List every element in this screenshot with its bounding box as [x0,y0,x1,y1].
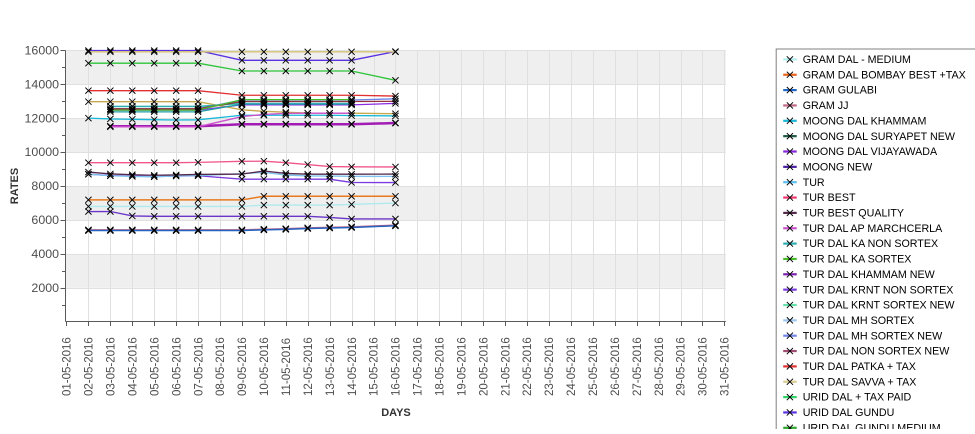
svg-text:01-05-2016: 01-05-2016 [62,337,74,396]
svg-text:22-05-2016: 22-05-2016 [522,337,534,396]
svg-text:03-05-2016: 03-05-2016 [106,337,118,396]
svg-text:26-05-2016: 26-05-2016 [610,337,622,396]
svg-text:09-05-2016: 09-05-2016 [237,337,249,396]
svg-text:RATES: RATES [9,168,21,204]
svg-text:14-05-2016: 14-05-2016 [347,337,359,396]
svg-text:DAYS: DAYS [381,407,411,419]
svg-text:TUR BEST QUALITY: TUR BEST QUALITY [803,208,904,220]
svg-text:04-05-2016: 04-05-2016 [127,337,139,396]
svg-text:TUR DAL KRNT SORTEX NEW: TUR DAL KRNT SORTEX NEW [803,300,956,312]
svg-text:06-05-2016: 06-05-2016 [171,337,183,396]
svg-text:MOONG DAL SURYAPET NEW: MOONG DAL SURYAPET NEW [803,131,956,143]
svg-text:23-05-2016: 23-05-2016 [544,337,556,396]
svg-text:GRAM DAL BOMBAY BEST +TAX: GRAM DAL BOMBAY BEST +TAX [803,69,966,81]
svg-text:17-05-2016: 17-05-2016 [413,337,425,396]
svg-text:29-05-2016: 29-05-2016 [676,337,688,396]
svg-text:6000: 6000 [31,213,59,227]
svg-text:8000: 8000 [31,179,59,193]
svg-text:TUR DAL NON SORTEX NEW: TUR DAL NON SORTEX NEW [803,346,951,358]
svg-text:05-05-2016: 05-05-2016 [149,337,161,396]
svg-text:28-05-2016: 28-05-2016 [654,337,666,396]
svg-text:12000: 12000 [25,111,60,125]
svg-text:08-05-2016: 08-05-2016 [215,337,227,396]
svg-text:19-05-2016: 19-05-2016 [456,337,468,396]
svg-text:MOONG NEW: MOONG NEW [803,161,873,173]
svg-text:URID DAL GUNDU: URID DAL GUNDU [803,407,895,419]
svg-text:TUR: TUR [803,177,825,189]
svg-text:13-05-2016: 13-05-2016 [325,337,337,396]
svg-text:TUR DAL KA SORTEX: TUR DAL KA SORTEX [803,254,912,266]
svg-text:30-05-2016: 30-05-2016 [698,337,710,396]
svg-text:4000: 4000 [31,247,59,261]
svg-text:GRAM DAL - MEDIUM: GRAM DAL - MEDIUM [803,54,911,66]
svg-text:16000: 16000 [25,44,60,58]
svg-text:24-05-2016: 24-05-2016 [566,337,578,396]
svg-text:TUR DAL MH SORTEX: TUR DAL MH SORTEX [803,315,915,327]
svg-text:12-05-2016: 12-05-2016 [303,337,315,396]
svg-text:TUR DAL AP MARCHCERLA: TUR DAL AP MARCHCERLA [803,223,943,235]
svg-text:TUR DAL PATKA + TAX: TUR DAL PATKA + TAX [803,361,916,373]
svg-text:16-05-2016: 16-05-2016 [391,337,403,396]
svg-text:URID DAL GUNDU MEDIUM: URID DAL GUNDU MEDIUM [803,422,941,429]
svg-text:10000: 10000 [25,145,60,159]
svg-text:31-05-2016: 31-05-2016 [720,337,732,396]
svg-text:14000: 14000 [25,77,60,91]
svg-text:GRAM JJ: GRAM JJ [803,100,849,112]
svg-text:TUR DAL KA NON SORTEX: TUR DAL KA NON SORTEX [803,238,938,250]
svg-text:MOONG DAL KHAMMAM: MOONG DAL KHAMMAM [803,115,927,127]
svg-text:27-05-2016: 27-05-2016 [632,337,644,396]
svg-text:02-05-2016: 02-05-2016 [84,337,96,396]
svg-text:TUR DAL SAVVA + TAX: TUR DAL SAVVA + TAX [803,376,917,388]
svg-text:15-05-2016: 15-05-2016 [369,337,381,396]
svg-text:TUR DAL KRNT NON SORTEX: TUR DAL KRNT NON SORTEX [803,284,954,296]
svg-text:11-05-2016: 11-05-2016 [281,338,293,396]
svg-text:URID DAL + TAX PAID: URID DAL + TAX PAID [803,392,912,404]
svg-text:TUR DAL KHAMMAM NEW: TUR DAL KHAMMAM NEW [803,269,936,281]
svg-text:25-05-2016: 25-05-2016 [588,337,600,396]
svg-text:TUR DAL MH SORTEX NEW: TUR DAL MH SORTEX NEW [803,330,943,342]
svg-text:2000: 2000 [31,281,59,295]
svg-text:GRAM GULABI: GRAM GULABI [803,85,877,97]
svg-text:10-05-2016: 10-05-2016 [259,337,271,396]
svg-text:TUR BEST: TUR BEST [803,192,856,204]
svg-text:MOONG DAL VIJAYAWADA: MOONG DAL VIJAYAWADA [803,146,938,158]
svg-text:21-05-2016: 21-05-2016 [500,337,512,396]
svg-text:07-05-2016: 07-05-2016 [193,337,205,396]
svg-text:18-05-2016: 18-05-2016 [435,337,447,396]
svg-text:20-05-2016: 20-05-2016 [478,337,490,396]
